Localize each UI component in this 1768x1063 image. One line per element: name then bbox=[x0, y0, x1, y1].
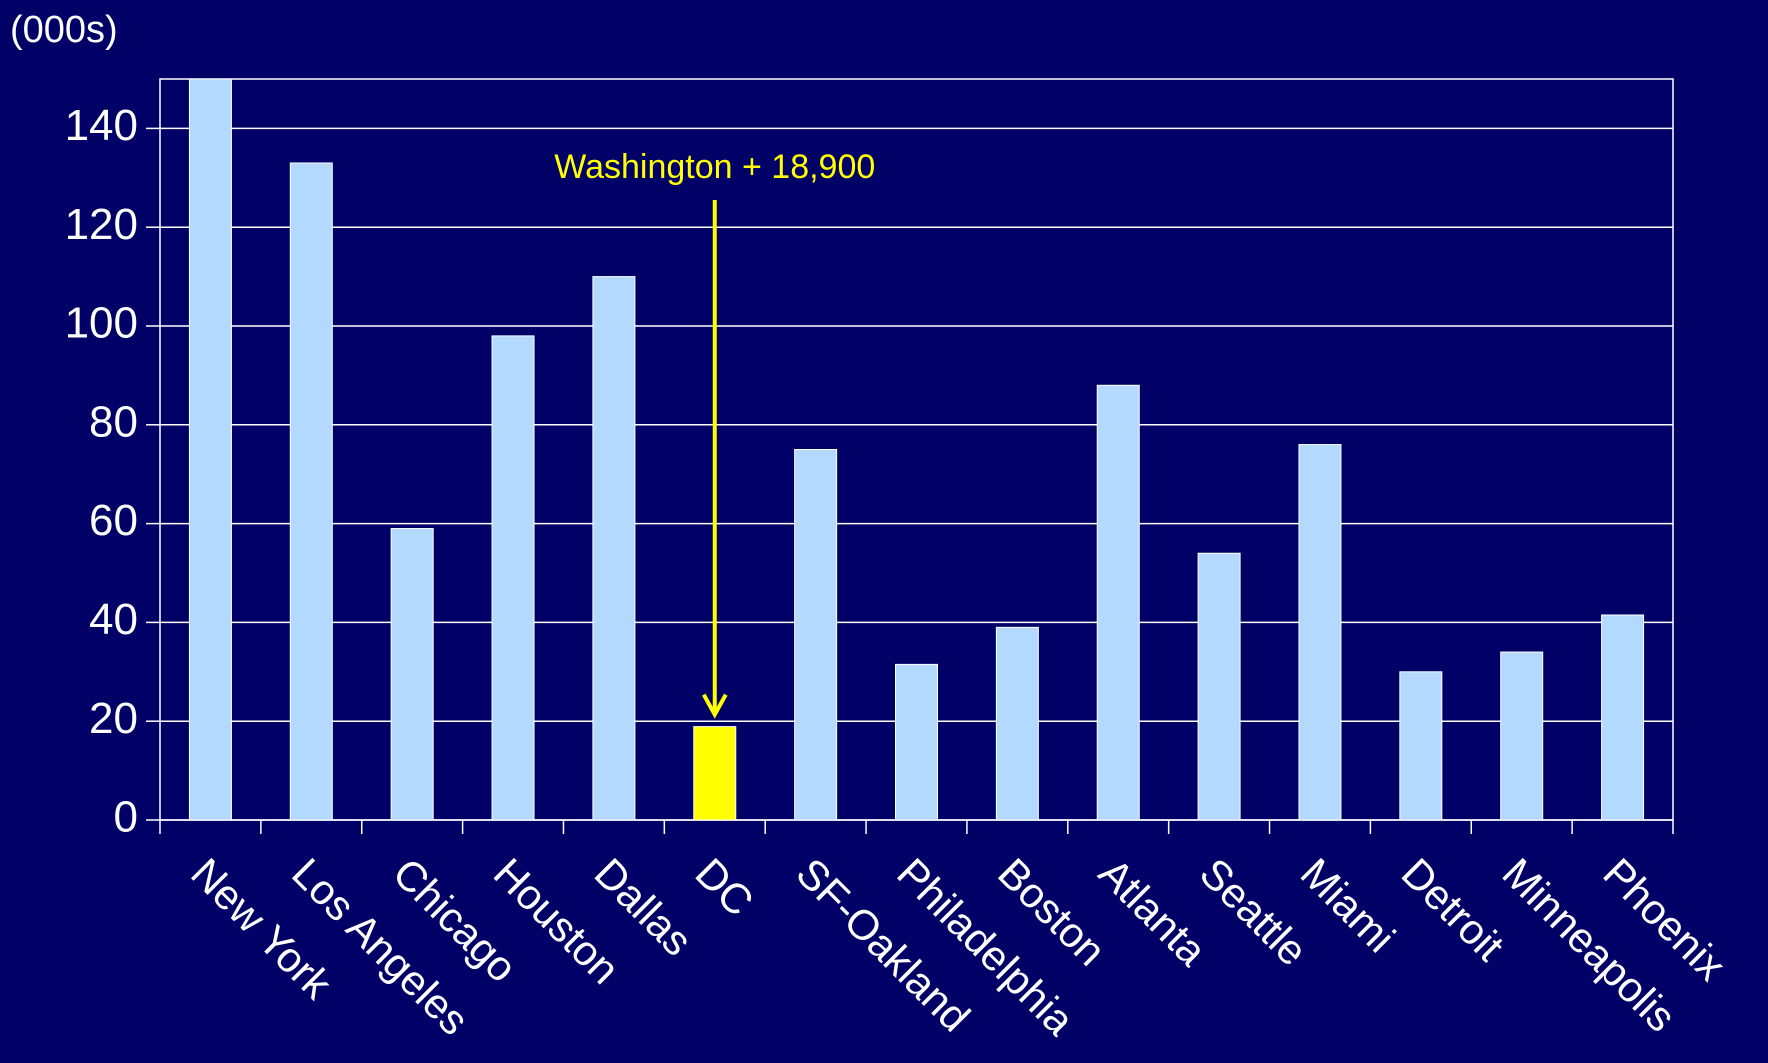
bar bbox=[289, 162, 333, 821]
bar bbox=[1500, 651, 1544, 821]
bar bbox=[1096, 384, 1140, 821]
y-tick-label: 80 bbox=[89, 397, 138, 446]
y-tick-label: 140 bbox=[65, 101, 138, 150]
y-tick-label: 60 bbox=[89, 496, 138, 545]
bar bbox=[592, 276, 636, 821]
bar bbox=[390, 528, 434, 821]
y-tick-label: 0 bbox=[114, 793, 138, 842]
bar bbox=[995, 626, 1039, 821]
y-tick-label: 40 bbox=[89, 595, 138, 644]
bar bbox=[895, 663, 938, 821]
bar bbox=[491, 335, 535, 821]
y-tick-label: 120 bbox=[65, 200, 138, 249]
bar bbox=[188, 78, 232, 821]
y-tick-label: 100 bbox=[65, 299, 138, 348]
bar bbox=[1197, 552, 1241, 821]
bar bbox=[1399, 671, 1443, 821]
bar bbox=[1601, 614, 1645, 821]
y-axis-label: (000s) bbox=[10, 9, 118, 51]
bar bbox=[1298, 444, 1342, 821]
annotation-arrowhead bbox=[702, 693, 728, 719]
annotation: Washington + 18,900 bbox=[554, 148, 875, 186]
y-tick-label: 20 bbox=[89, 694, 138, 743]
bar bbox=[693, 726, 737, 821]
bar bbox=[794, 449, 838, 821]
